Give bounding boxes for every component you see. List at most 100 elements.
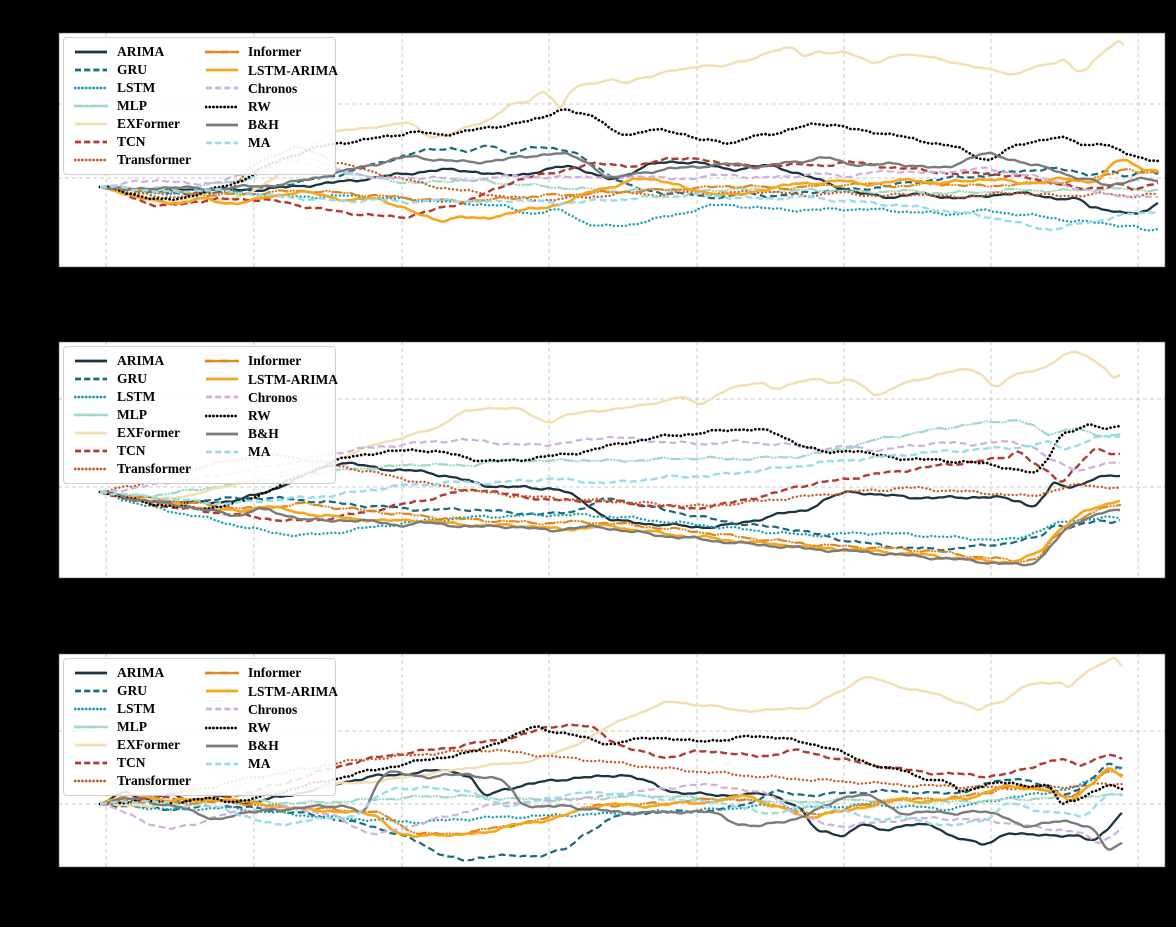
legend-label: TCN [117, 134, 146, 150]
legend-line-sample-icon [75, 140, 107, 144]
legend-line-sample-icon [204, 105, 239, 109]
legend-item-ma: MA [205, 755, 338, 773]
panel-1: ARIMA GRU LSTM MLP EXFormer TCN Transformer Inf… [58, 32, 1166, 268]
legend-item-transformer: Transformer [74, 460, 191, 478]
legend-label: MLP [117, 407, 147, 423]
legend-item-informer: Informer [204, 664, 338, 682]
legend-item-b-h: B&H [205, 425, 338, 443]
series-line-lstm [98, 490, 1122, 542]
legend-item-lstm: LSTM [74, 700, 191, 718]
legend-item-lstm-arima: LSTM-ARIMA [205, 61, 338, 79]
series-line-gru [99, 490, 1121, 552]
legend-label: RW [247, 98, 271, 114]
legend-item-ma: MA [205, 134, 338, 152]
legend-item-tcn: TCN [74, 133, 191, 151]
legend-line-sample-icon [74, 725, 108, 729]
legend-line-sample-icon [75, 449, 107, 453]
legend-line-sample-icon [74, 779, 108, 783]
legend-label: EXFormer [117, 737, 180, 753]
legend-item-mlp: MLP [74, 718, 191, 736]
series-line-lstm-arima [100, 158, 1159, 223]
series-line-lstm [98, 767, 1124, 825]
legend-item-tcn: TCN [74, 442, 191, 460]
legend-col2: Informer LSTM-ARIMA Chronos RW B&H MA [204, 352, 338, 478]
legend-label: B&H [247, 738, 279, 754]
legend-label: LSTM [117, 389, 156, 405]
series-line-gru [99, 762, 1123, 862]
series-line-lstm-arima [99, 767, 1123, 839]
legend-label: MLP [117, 719, 147, 735]
legend-line-sample-icon [204, 671, 239, 675]
legend-line-sample-icon [75, 377, 107, 381]
legend-label: Informer [247, 44, 302, 60]
legend-item-b-h: B&H [205, 116, 338, 134]
legend-label: LSTM [117, 80, 156, 96]
legend-label: RW [247, 407, 271, 423]
legend-panel-2: ARIMA GRU LSTM MLP EXFormer TCN Transformer Inf… [63, 346, 338, 484]
legend-item-b-h: B&H [205, 737, 338, 755]
panel-border [58, 32, 1166, 268]
legend-line-sample-icon [74, 86, 108, 90]
legend-panel-3: ARIMA GRU LSTM MLP EXFormer TCN Transformer Inf… [63, 658, 338, 796]
legend-item-exformer: EXFormer [74, 424, 191, 442]
legend-label: B&H [247, 426, 279, 442]
legend-col1: ARIMA GRU LSTM MLP EXFormer TCN Transformer [74, 352, 191, 478]
legend-line-sample-icon [205, 141, 238, 145]
legend-line-sample-icon [205, 123, 238, 127]
legend-line-sample-icon [75, 431, 107, 435]
legend-item-chronos: Chronos [205, 388, 338, 406]
legend-label: Chronos [247, 389, 298, 405]
legend-line-sample-icon [75, 743, 107, 747]
legend-label: LSTM-ARIMA [247, 62, 338, 78]
legend-line-sample-icon [75, 122, 107, 126]
legend-item-mlp: MLP [74, 406, 191, 424]
legend-item-informer: Informer [204, 43, 338, 61]
panel-border [58, 653, 1166, 868]
series-line-exformer [99, 40, 1125, 203]
legend-label: ARIMA [117, 353, 165, 369]
legend-line-sample-icon [74, 467, 108, 471]
legend-label: TCN [117, 443, 146, 459]
legend-item-rw: RW [204, 98, 338, 116]
legend-label: MLP [117, 98, 147, 114]
legend-item-arima: ARIMA [74, 352, 191, 370]
legend-line-sample-icon [74, 707, 108, 711]
legend-label: GRU [117, 62, 147, 78]
legend-label: LSTM-ARIMA [247, 371, 338, 387]
legend-line-sample-icon [205, 396, 238, 399]
legend-col2: Informer LSTM-ARIMA Chronos RW B&H MA [204, 43, 338, 169]
legend-item-exformer: EXFormer [74, 115, 191, 133]
legend-item-lstm: LSTM [74, 388, 191, 406]
legend-line-sample-icon [205, 377, 238, 381]
legend-item-chronos: Chronos [205, 79, 338, 97]
legend-line-sample-icon [205, 450, 238, 454]
series-line-b-h [99, 490, 1121, 567]
legend-item-mlp: MLP [74, 97, 191, 115]
legend-label: TCN [117, 755, 146, 771]
legend-line-sample-icon [75, 689, 107, 693]
legend-line-sample-icon [205, 689, 238, 693]
legend-item-lstm-arima: LSTM-ARIMA [205, 370, 338, 388]
legend-line-sample-icon [75, 359, 107, 363]
legend-line-sample-icon [205, 708, 238, 711]
legend-label: Informer [247, 353, 302, 369]
legend-label: MA [247, 444, 271, 460]
series-line-b-h [99, 151, 1159, 192]
legend-item-transformer: Transformer [74, 151, 191, 169]
legend-col1: ARIMA GRU LSTM MLP EXFormer TCN Transformer [74, 664, 191, 790]
legend-item-rw: RW [204, 719, 338, 737]
legend-label: Chronos [247, 80, 298, 96]
legend-label: GRU [117, 683, 147, 699]
legend-line-sample-icon [204, 726, 239, 730]
legend-line-sample-icon [74, 395, 108, 399]
legend-label: LSTM [117, 701, 156, 717]
legend-line-sample-icon [205, 744, 238, 748]
legend-item-gru: GRU [74, 61, 191, 79]
legend-line-sample-icon [204, 359, 239, 363]
legend-label: B&H [247, 117, 279, 133]
legend-label: GRU [117, 371, 147, 387]
legend-item-arima: ARIMA [74, 43, 191, 61]
legend-label: EXFormer [117, 116, 180, 132]
legend-item-lstm: LSTM [74, 79, 191, 97]
